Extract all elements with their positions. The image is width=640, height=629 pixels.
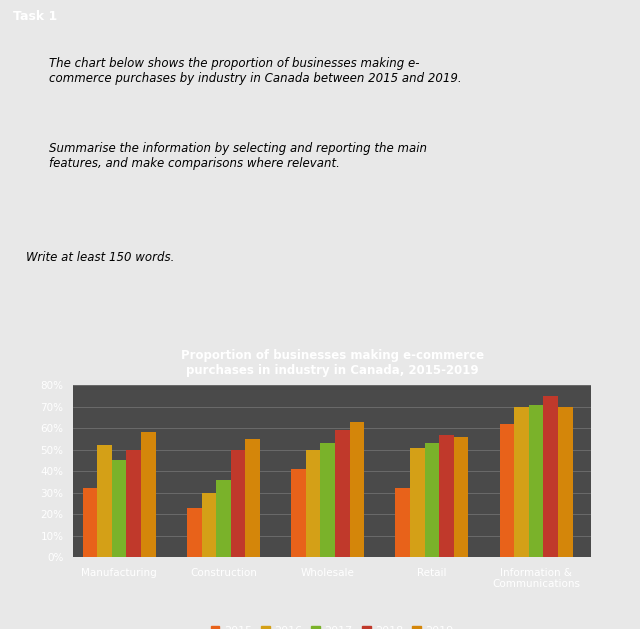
- Bar: [529, 404, 543, 557]
- Bar: [291, 469, 306, 557]
- Text: Write at least 150 words.: Write at least 150 words.: [26, 251, 174, 264]
- Legend: 2015, 2016, 2017, 2018, 2019: 2015, 2016, 2017, 2018, 2019: [206, 621, 458, 629]
- Text: Summarise the information by selecting and reporting the main
features, and make: Summarise the information by selecting a…: [49, 142, 427, 170]
- Bar: [439, 435, 454, 557]
- Bar: [230, 450, 245, 557]
- Bar: [187, 508, 202, 557]
- Bar: [515, 407, 529, 557]
- Bar: [306, 450, 321, 557]
- Bar: [543, 396, 558, 557]
- Bar: [202, 493, 216, 557]
- Bar: [216, 480, 230, 557]
- Bar: [127, 450, 141, 557]
- Bar: [245, 439, 260, 557]
- Bar: [558, 407, 573, 557]
- Text: Task 1: Task 1: [13, 10, 57, 23]
- Bar: [349, 421, 364, 557]
- Bar: [112, 460, 127, 557]
- Bar: [454, 437, 468, 557]
- Text: The chart below shows the proportion of businesses making e-
commerce purchases : The chart below shows the proportion of …: [49, 57, 462, 84]
- Bar: [321, 443, 335, 557]
- Title: Proportion of businesses making e-commerce
purchases in industry in Canada, 2015: Proportion of businesses making e-commer…: [180, 349, 484, 377]
- Bar: [141, 433, 156, 557]
- Bar: [97, 445, 112, 557]
- Bar: [335, 430, 349, 557]
- Bar: [410, 447, 424, 557]
- Bar: [424, 443, 439, 557]
- Bar: [83, 488, 97, 557]
- Bar: [500, 424, 515, 557]
- Bar: [396, 488, 410, 557]
